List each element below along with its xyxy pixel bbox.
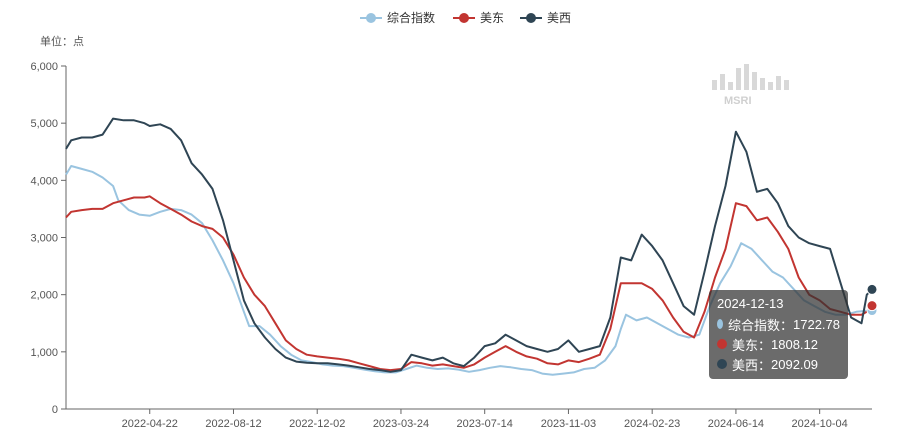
legend-item-2[interactable]: 美西 [520,11,571,25]
watermark-logo: MSRI [710,60,800,110]
tooltip-row-composite: 综合指数： 1722.78 [717,314,840,334]
y-tick-label: 1,000 [30,347,58,359]
svg-text:MSRI: MSRI [724,95,752,107]
y-tick-label: 4,000 [30,175,58,187]
tooltip-row-east: 美东： 1808.12 [717,334,840,354]
y-tick-label: 0 [52,404,58,416]
series-line-1[interactable] [65,195,873,372]
tooltip-label: 综合指数： [727,317,793,333]
series-end-point-1[interactable] [866,300,878,312]
series-line-2[interactable] [65,117,873,373]
y-tick-label: 2,000 [30,290,58,302]
legend-label: 美东 [480,11,504,25]
legend-item-0[interactable]: 综合指数 [360,10,435,25]
tooltip-date: 2024-12-13 [717,296,784,311]
y-axis: 0 1,000 2,000 3,000 4,000 5,000 6,000 [30,61,67,416]
x-tick-label: 2024-06-14 [708,418,764,430]
legend-item-1[interactable]: 美东 [453,11,504,25]
tooltip-label: 美西： [732,357,772,373]
tooltip-dot-east [717,339,727,349]
x-axis: 2022-04-22 2022-08-12 2022-12-02 2023-03-24… [66,408,872,430]
tooltip-label: 美东： [732,337,772,353]
tooltip-value: 1722.78 [793,316,840,332]
x-tick-label: 2023-11-03 [541,418,596,430]
tooltip-row-west: 美西： 2092.09 [717,354,840,374]
x-tick-label: 2023-03-24 [373,418,429,430]
x-tick-label: 2022-12-02 [289,418,345,430]
tooltip-dot-west [717,359,727,369]
tooltip-value: 1808.12 [771,336,819,352]
x-tick-label: 2023-07-14 [457,418,513,430]
legend-label: 美西 [547,11,571,25]
unit-label: 单位：点 [40,36,84,48]
tooltip-value: 2092.09 [771,356,819,372]
data-tooltip: 2024-12-13 综合指数： 1722.78 美东： 1808.12 美西：… [709,290,848,379]
series-end-point-2[interactable] [866,283,878,295]
y-tick-label: 6,000 [30,61,58,73]
x-tick-label: 2024-02-23 [624,418,680,430]
y-tick-label: 5,000 [30,118,58,130]
x-tick-label: 2024-10-04 [792,418,848,430]
x-tick-label: 2022-08-12 [205,418,261,430]
legend-swatch-dot [526,13,536,23]
legend-label: 综合指数 [387,10,435,25]
end-markers [866,283,878,317]
y-tick-label: 3,000 [30,233,58,245]
legend-swatch-dot [459,13,469,23]
series-lines[interactable] [65,117,873,376]
chart-legend[interactable]: 综合指数 美东 美西 [360,10,571,25]
tooltip-dot-composite [717,319,723,329]
legend-swatch-dot [366,13,376,23]
x-tick-label: 2022-04-22 [122,418,178,430]
series-line-0[interactable] [65,165,873,376]
